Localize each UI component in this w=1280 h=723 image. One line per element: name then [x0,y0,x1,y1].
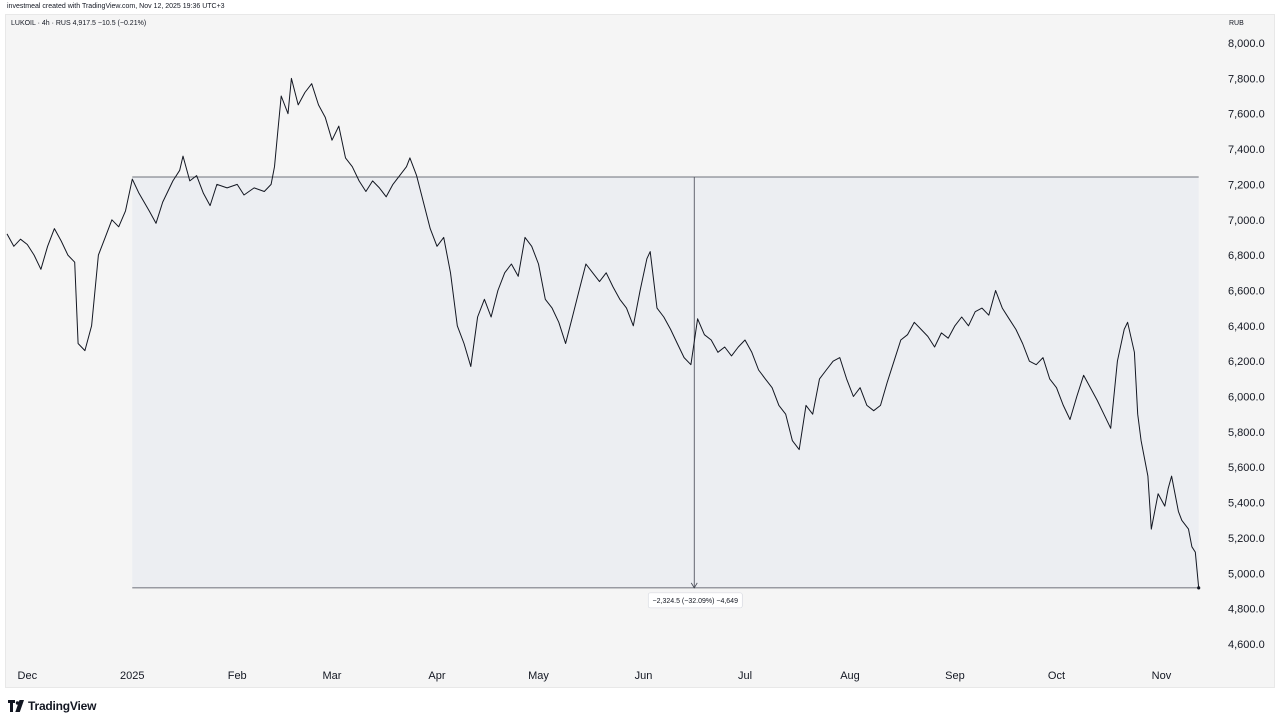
x-tick-label: Jun [635,670,653,682]
last-price-dot [1197,586,1201,590]
x-tick-label: Apr [428,670,445,682]
price-range-arrow-head [690,582,698,589]
currency-label: RUB [1229,20,1244,27]
y-tick-label: 4,600.0 [1228,639,1265,651]
tradingview-logo-icon [8,700,24,712]
y-tick-label: 5,600.0 [1228,462,1265,474]
tradingview-logo[interactable]: TradingView [8,698,96,714]
x-tick-label: Mar [323,670,342,682]
y-tick-label: 6,600.0 [1228,285,1265,297]
y-tick-label: 7,200.0 [1228,179,1265,191]
y-tick-label: 8,000.0 [1228,38,1265,50]
y-tick-label: 7,000.0 [1228,215,1265,227]
y-tick-label: 6,400.0 [1228,321,1265,333]
y-tick-label: 4,800.0 [1228,604,1265,616]
price-range-label-box [647,592,743,609]
x-tick-label: Dec [18,670,38,682]
x-tick-label: Jul [738,670,752,682]
y-tick-label: 7,400.0 [1228,144,1265,156]
price-range-label: −2,324.5 (−32.09%) −4,649 [653,598,739,605]
x-tick-label: 2025 [120,670,144,682]
price-range-fill [132,176,1199,588]
y-tick-label: 5,800.0 [1228,427,1265,439]
x-tick-label: Feb [228,670,247,682]
header-credit: investmeal created with TradingView.com,… [7,3,225,10]
y-tick-label: 6,000.0 [1228,392,1265,404]
y-tick-label: 7,600.0 [1228,109,1265,121]
y-tick-label: 7,800.0 [1228,73,1265,85]
x-tick-label: Nov [1152,670,1172,682]
x-tick-label: May [528,670,549,682]
tradingview-brand: TradingView [28,699,97,713]
y-tick-label: 6,200.0 [1228,356,1265,368]
symbol-legend[interactable]: LUKOIL · 4h · RUS 4,917.5 −10.5 (−0.21%) [11,20,147,27]
price-line [6,77,1200,588]
x-tick-label: Oct [1048,670,1065,682]
x-tick-label: Aug [840,670,860,682]
y-tick-label: 5,400.0 [1228,498,1265,510]
y-tick-label: 6,800.0 [1228,250,1265,262]
y-tick-label: 5,200.0 [1228,533,1265,545]
y-tick-label: 5,000.0 [1228,568,1265,580]
x-tick-label: Sep [945,670,965,682]
